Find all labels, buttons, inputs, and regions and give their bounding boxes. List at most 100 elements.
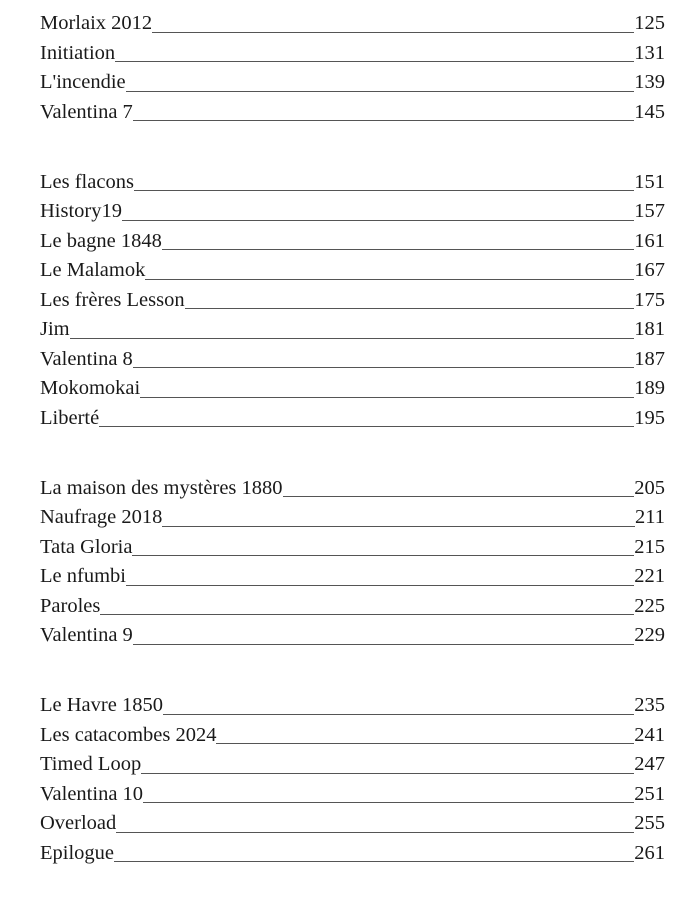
toc-entry: Tata Gloria 215	[40, 533, 665, 563]
page-number: 215	[634, 535, 665, 558]
page-number: 251	[634, 782, 665, 805]
toc-entry: Valentina 9 229	[40, 621, 665, 651]
leader-line	[122, 219, 635, 221]
toc-section: Les flacons 151 History19 157 Le bagne 1848 1…	[40, 168, 665, 434]
page-number: 151	[634, 170, 665, 193]
chapter-title: Timed Loop	[40, 753, 142, 775]
toc-entry: History19 157	[40, 197, 665, 227]
leader-line	[125, 90, 635, 92]
page-number: 211	[635, 506, 665, 528]
toc-entry: Les catacombes 2024 241	[40, 721, 665, 751]
page-number: 235	[634, 694, 665, 716]
leader-line	[99, 426, 635, 427]
chapter-title: Le bagne 1848	[40, 229, 162, 252]
leader-line	[145, 278, 635, 280]
leader-line	[69, 337, 635, 339]
toc-entry: Timed Loop 247	[40, 750, 665, 780]
toc-section: La maison des mystères 1880 205 Naufrage 2…	[40, 474, 665, 651]
page-number: 255	[634, 812, 665, 834]
toc-entry: Mokomokai 189	[40, 374, 665, 404]
chapter-title: Tata Gloria	[40, 535, 133, 558]
chapter-title: Le Malamok	[40, 259, 146, 281]
toc-entry: Initiation 131	[40, 39, 665, 69]
chapter-title: Initiation	[40, 41, 116, 64]
chapter-title: Morlaix 2012	[40, 12, 153, 34]
leader-line	[152, 31, 635, 33]
leader-line	[133, 190, 635, 191]
leader-line	[100, 614, 635, 615]
chapter-title: La maison des mystères 1880	[40, 476, 283, 499]
toc-entry: Les flacons 151	[40, 168, 665, 198]
page-number: 189	[634, 377, 665, 399]
page-number: 161	[634, 229, 665, 252]
toc-entry: Naufrage 2018 211	[40, 503, 665, 533]
toc-entry: La maison des mystères 1880 205	[40, 474, 665, 504]
page-number: 221	[634, 565, 665, 587]
leader-line	[141, 772, 635, 774]
toc-section: Morlaix 2012 125 Initiation 131 L'incendie 13…	[40, 9, 665, 127]
toc-entry: Le bagne 1848 161	[40, 227, 665, 257]
chapter-title: Epilogue	[40, 841, 115, 864]
toc-entry: Morlaix 2012 125	[40, 9, 665, 39]
toc-entry: Les frères Lesson 175	[40, 286, 665, 316]
chapter-title: Valentina 10	[40, 782, 144, 805]
chapter-title: Paroles	[40, 594, 101, 617]
page-number: 175	[634, 288, 665, 311]
chapter-title: Les catacombes 2024	[40, 723, 217, 746]
page-number: 181	[634, 318, 665, 340]
toc-entry: Epilogue 261	[40, 839, 665, 869]
toc-entry: Le Havre 1850 235	[40, 691, 665, 721]
chapter-title: Les frères Lesson	[40, 288, 185, 311]
leader-line	[132, 555, 635, 556]
leader-line	[282, 496, 635, 497]
leader-line	[132, 367, 635, 368]
page-number: 131	[634, 41, 665, 64]
table-of-contents: Morlaix 2012 125 Initiation 131 L'incendie 13…	[40, 9, 665, 909]
chapter-title: Le Havre 1850	[40, 694, 163, 716]
leader-line	[132, 643, 635, 645]
toc-entry: Jim 181	[40, 315, 665, 345]
toc-entry: Overload 255	[40, 809, 665, 839]
toc-entry: Valentina 10 251	[40, 780, 665, 810]
page-number: 167	[634, 259, 665, 281]
chapter-title: Naufrage 2018	[40, 506, 163, 528]
page-number: 229	[634, 624, 665, 646]
leader-line	[162, 713, 635, 715]
chapter-title: Jim	[40, 318, 70, 340]
page-number: 225	[634, 594, 665, 617]
chapter-title: Les flacons	[40, 170, 134, 193]
page-number: 261	[634, 841, 665, 864]
leader-line	[125, 584, 635, 586]
chapter-title: L'incendie	[40, 71, 126, 93]
leader-line	[161, 249, 635, 250]
chapter-title: Mokomokai	[40, 377, 141, 399]
toc-entry: Valentina 8 187	[40, 345, 665, 375]
page-number: 139	[634, 71, 665, 93]
page-number: 157	[634, 200, 665, 222]
toc-entry: Le Malamok 167	[40, 256, 665, 286]
chapter-title: Overload	[40, 812, 117, 834]
chapter-title: Liberté	[40, 406, 100, 429]
toc-entry: Liberté 195	[40, 404, 665, 434]
leader-line	[143, 802, 635, 803]
page-number: 241	[634, 723, 665, 746]
toc-section: Le Havre 1850 235 Les catacombes 2024 241 Ti…	[40, 691, 665, 868]
toc-entry: L'incendie 139	[40, 68, 665, 98]
page-number: 125	[634, 12, 665, 34]
chapter-title: Valentina 7	[40, 100, 133, 123]
leader-line	[140, 396, 635, 398]
toc-entry: Le nfumbi 221	[40, 562, 665, 592]
leader-line	[216, 743, 635, 744]
chapter-title: Valentina 9	[40, 624, 133, 646]
page-number: 195	[634, 406, 665, 429]
leader-line	[132, 120, 635, 121]
chapter-title: History19	[40, 200, 122, 222]
leader-line	[184, 308, 635, 309]
toc-entry: Paroles 225	[40, 592, 665, 622]
page-number: 145	[634, 100, 665, 123]
leader-line	[116, 831, 635, 833]
leader-line	[162, 525, 635, 527]
page-number: 247	[634, 753, 665, 775]
leader-line	[114, 861, 635, 862]
chapter-title: Valentina 8	[40, 347, 133, 370]
